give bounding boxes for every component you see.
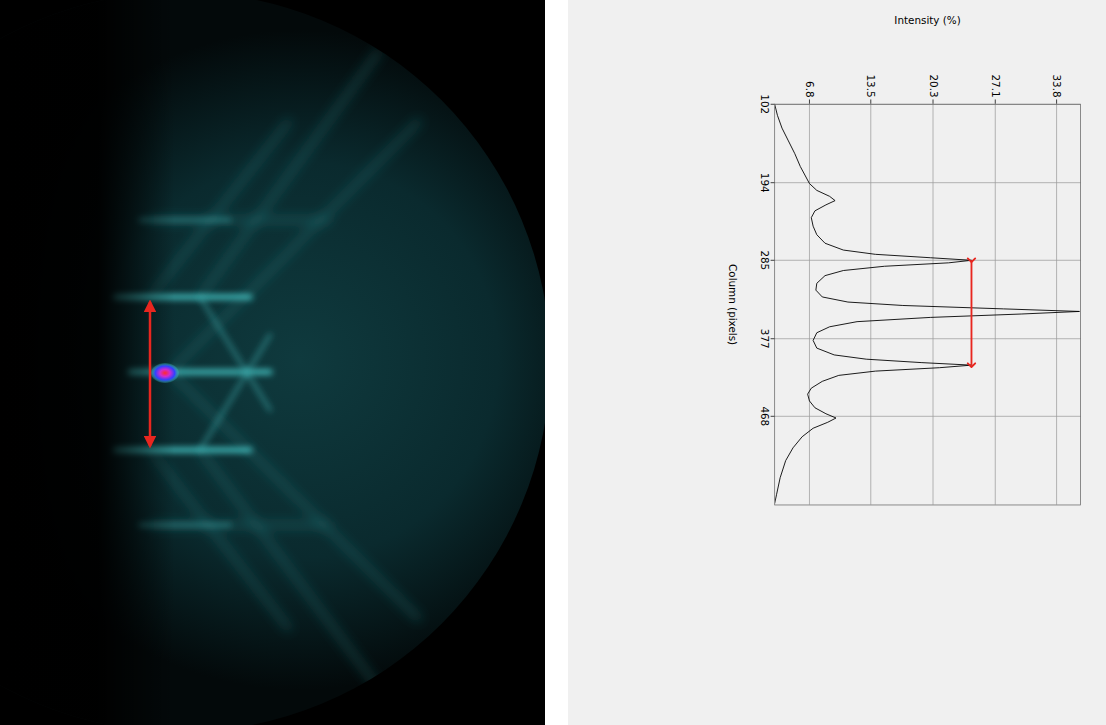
svg-text:27.1: 27.1 (990, 74, 1002, 97)
svg-text:6.8: 6.8 (804, 81, 816, 98)
svg-text:468: 468 (759, 406, 771, 426)
svg-text:Intensity (%): Intensity (%) (894, 14, 960, 26)
svg-text:194: 194 (759, 173, 771, 193)
svg-text:33.8: 33.8 (1051, 74, 1063, 97)
svg-text:20.3: 20.3 (928, 74, 940, 97)
svg-text:Column (pixels): Column (pixels) (727, 264, 739, 345)
svg-text:13.5: 13.5 (865, 74, 877, 97)
svg-text:377: 377 (759, 329, 771, 349)
svg-text:102: 102 (759, 94, 771, 114)
svg-text:285: 285 (759, 250, 771, 270)
